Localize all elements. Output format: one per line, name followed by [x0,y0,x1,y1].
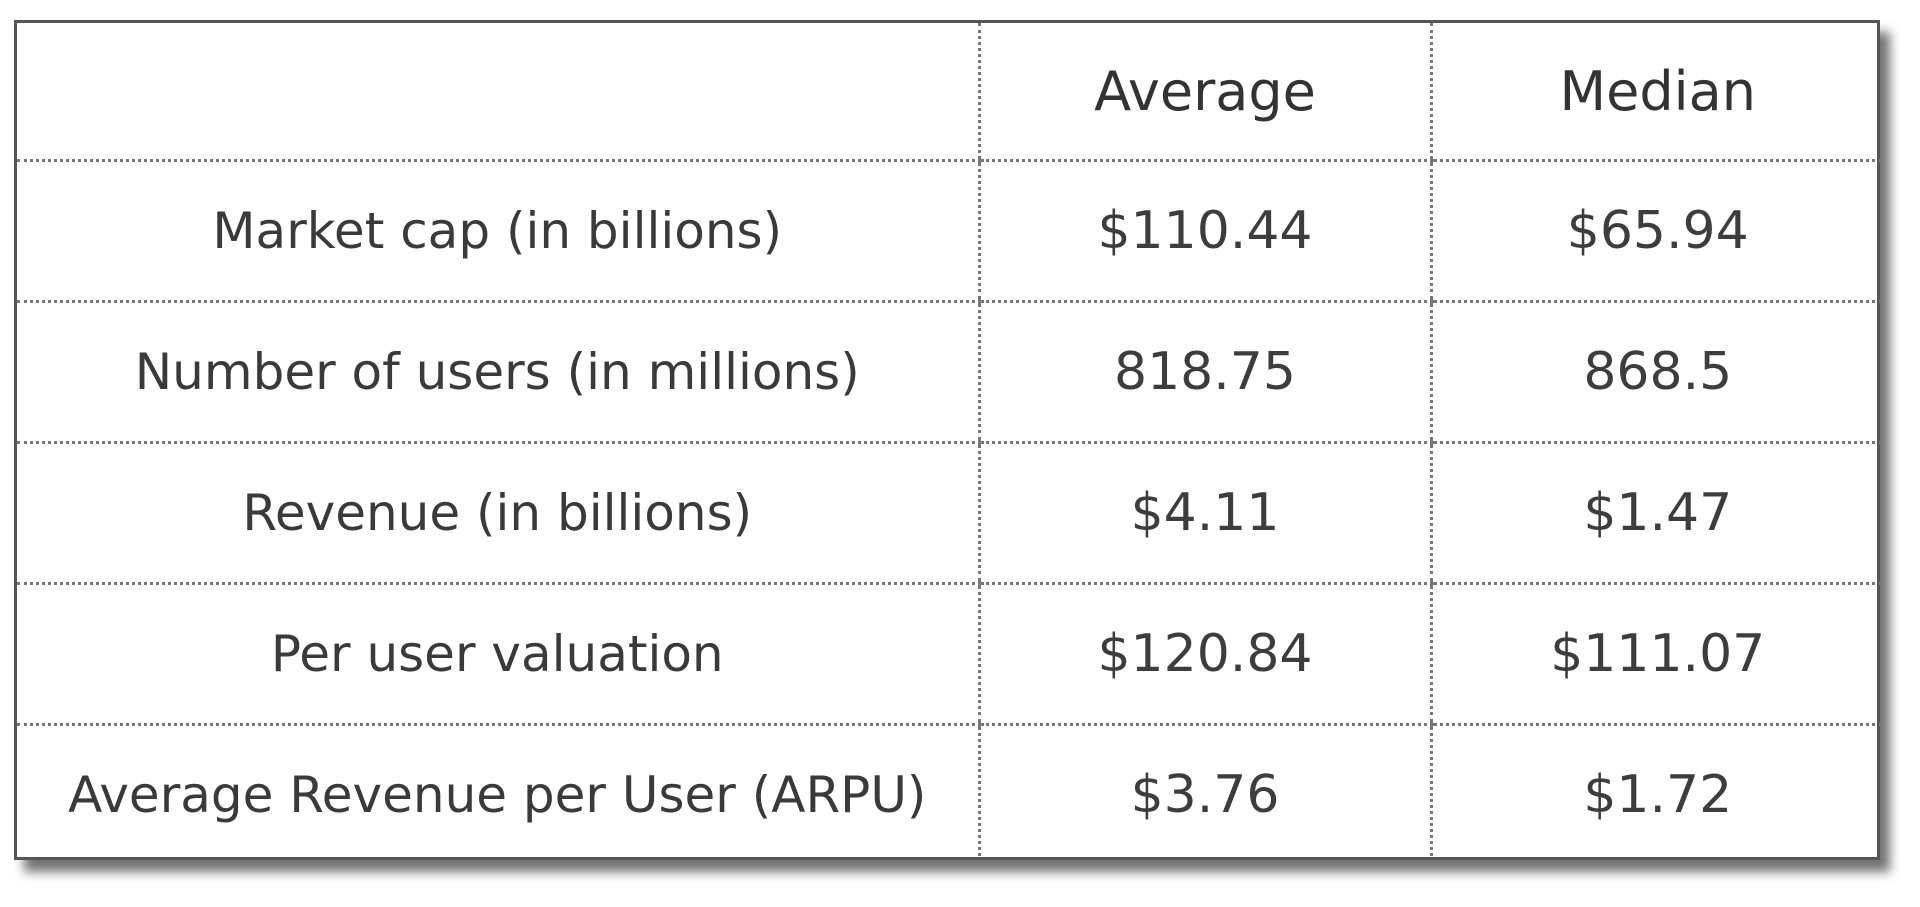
row-label: Revenue (in billions) [17,442,979,585]
row-label: Number of users (in millions) [17,301,979,444]
table-row: Number of users (in millions) 818.75 868… [17,301,1883,444]
median-value: $1.47 [1429,442,1883,585]
header-median: Median [1429,23,1883,162]
average-value: $4.11 [977,442,1431,585]
average-value: $110.44 [977,160,1431,303]
median-value: 868.5 [1429,301,1883,444]
average-value: $120.84 [977,583,1431,726]
median-value: $65.94 [1429,160,1883,303]
table-row: Market cap (in billions) $110.44 $65.94 [17,160,1883,303]
table-row: Per user valuation $120.84 $111.07 [17,583,1883,726]
table-row: Revenue (in billions) $4.11 $1.47 [17,442,1883,585]
stats-table: Average Median Market cap (in billions) … [17,23,1883,864]
table-header: Average Median [17,23,1883,162]
table-row: Average Revenue per User (ARPU) $3.76 $1… [17,724,1883,864]
table-body: Market cap (in billions) $110.44 $65.94 … [17,160,1883,864]
row-label: Market cap (in billions) [17,160,979,303]
average-value: $3.76 [977,724,1431,864]
header-average: Average [977,23,1431,162]
stats-table-frame: Average Median Market cap (in billions) … [14,20,1883,864]
header-corner [17,23,979,162]
row-label: Average Revenue per User (ARPU) [68,766,927,824]
median-value: $111.07 [1429,583,1883,726]
median-value: $1.72 [1429,724,1883,864]
average-value: 818.75 [977,301,1431,444]
header-row: Average Median [17,23,1883,162]
row-label: Per user valuation [17,583,979,726]
